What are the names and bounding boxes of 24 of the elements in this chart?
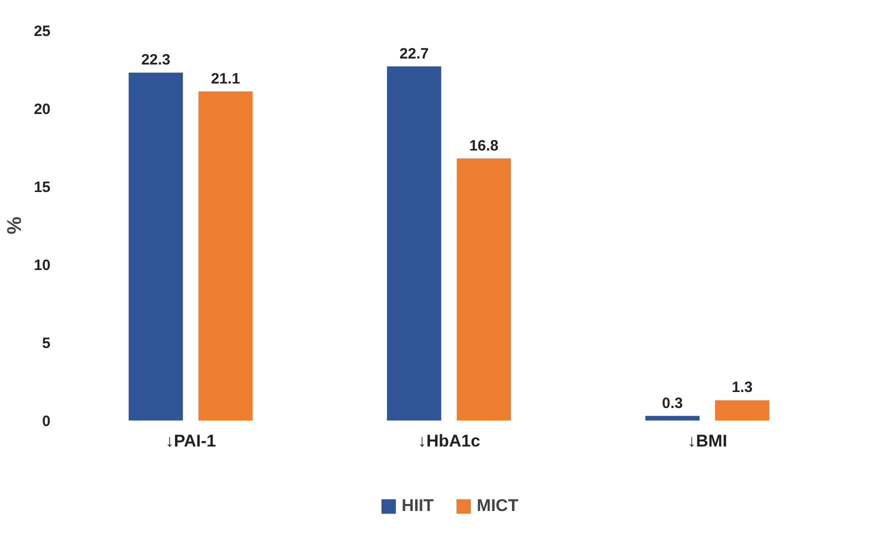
bar <box>128 72 183 420</box>
legend-label: MICT <box>476 496 518 516</box>
bar <box>715 400 770 420</box>
y-tick-label: 5 <box>42 335 50 352</box>
bar <box>456 158 511 420</box>
x-tick-label: ↓BMI <box>688 432 728 450</box>
legend-label: HIIT <box>402 496 434 516</box>
x-tick-label: ↓HbA1c <box>418 432 480 450</box>
data-label: 21.1 <box>210 70 240 88</box>
data-label: 22.7 <box>400 45 429 62</box>
data-label: 1.3 <box>732 379 753 396</box>
y-tick-label: 10 <box>34 257 51 274</box>
data-label: 22.3 <box>141 52 170 69</box>
y-tick-label: 0 <box>42 413 50 430</box>
data-label: 16.8 <box>469 137 498 154</box>
bar <box>645 416 700 420</box>
y-tick-label: 25 <box>34 23 51 40</box>
y-tick-label: 15 <box>34 179 51 196</box>
bar <box>387 66 442 420</box>
x-tick-label: ↓PAI-1 <box>165 432 216 450</box>
y-axis-title: % <box>4 216 26 234</box>
bar <box>198 91 253 420</box>
data-label: 0.3 <box>662 394 683 412</box>
y-tick-label: 20 <box>34 101 51 118</box>
